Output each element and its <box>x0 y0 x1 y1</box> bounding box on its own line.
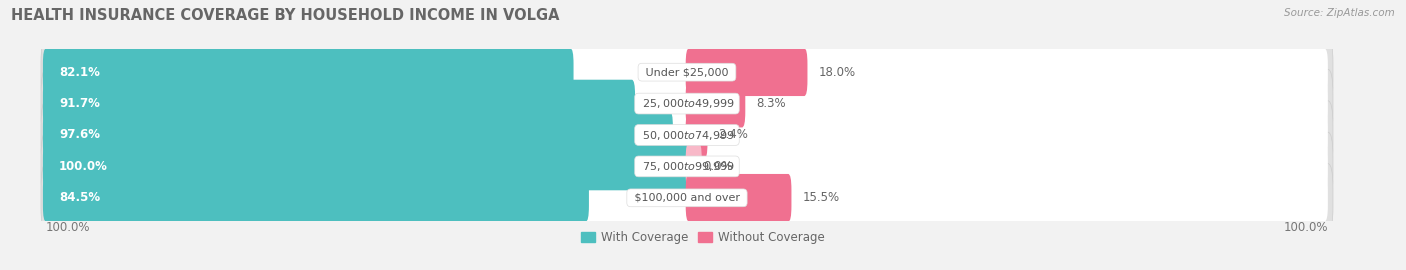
FancyBboxPatch shape <box>686 143 702 190</box>
FancyBboxPatch shape <box>686 48 807 96</box>
FancyBboxPatch shape <box>44 80 636 127</box>
FancyBboxPatch shape <box>41 164 1333 232</box>
Text: 15.5%: 15.5% <box>803 191 839 204</box>
FancyBboxPatch shape <box>44 48 574 96</box>
Text: 100.0%: 100.0% <box>1284 221 1327 234</box>
Text: 97.6%: 97.6% <box>59 129 100 141</box>
Text: Source: ZipAtlas.com: Source: ZipAtlas.com <box>1284 8 1395 18</box>
Text: HEALTH INSURANCE COVERAGE BY HOUSEHOLD INCOME IN VOLGA: HEALTH INSURANCE COVERAGE BY HOUSEHOLD I… <box>11 8 560 23</box>
FancyBboxPatch shape <box>46 80 1327 127</box>
FancyBboxPatch shape <box>46 112 1327 158</box>
Text: 84.5%: 84.5% <box>59 191 100 204</box>
FancyBboxPatch shape <box>41 38 1333 106</box>
FancyBboxPatch shape <box>46 143 1327 190</box>
FancyBboxPatch shape <box>41 101 1333 169</box>
FancyBboxPatch shape <box>44 143 689 190</box>
FancyBboxPatch shape <box>44 174 589 222</box>
FancyBboxPatch shape <box>44 111 673 159</box>
Text: $75,000 to $99,999: $75,000 to $99,999 <box>638 160 735 173</box>
FancyBboxPatch shape <box>686 174 792 222</box>
Text: 8.3%: 8.3% <box>756 97 786 110</box>
FancyBboxPatch shape <box>46 49 1327 96</box>
FancyBboxPatch shape <box>41 69 1333 138</box>
FancyBboxPatch shape <box>46 174 1327 221</box>
Text: 18.0%: 18.0% <box>818 66 855 79</box>
Text: 100.0%: 100.0% <box>46 221 90 234</box>
Text: $25,000 to $49,999: $25,000 to $49,999 <box>638 97 735 110</box>
FancyBboxPatch shape <box>41 132 1333 201</box>
Text: 0.0%: 0.0% <box>703 160 733 173</box>
Text: 100.0%: 100.0% <box>59 160 108 173</box>
Text: 2.4%: 2.4% <box>718 129 748 141</box>
Text: 91.7%: 91.7% <box>59 97 100 110</box>
Legend: With Coverage, Without Coverage: With Coverage, Without Coverage <box>579 229 827 247</box>
Text: $100,000 and over: $100,000 and over <box>631 193 744 203</box>
FancyBboxPatch shape <box>686 80 745 127</box>
Text: Under $25,000: Under $25,000 <box>643 67 733 77</box>
FancyBboxPatch shape <box>686 111 707 159</box>
Text: 82.1%: 82.1% <box>59 66 100 79</box>
Text: $50,000 to $74,999: $50,000 to $74,999 <box>638 129 735 141</box>
